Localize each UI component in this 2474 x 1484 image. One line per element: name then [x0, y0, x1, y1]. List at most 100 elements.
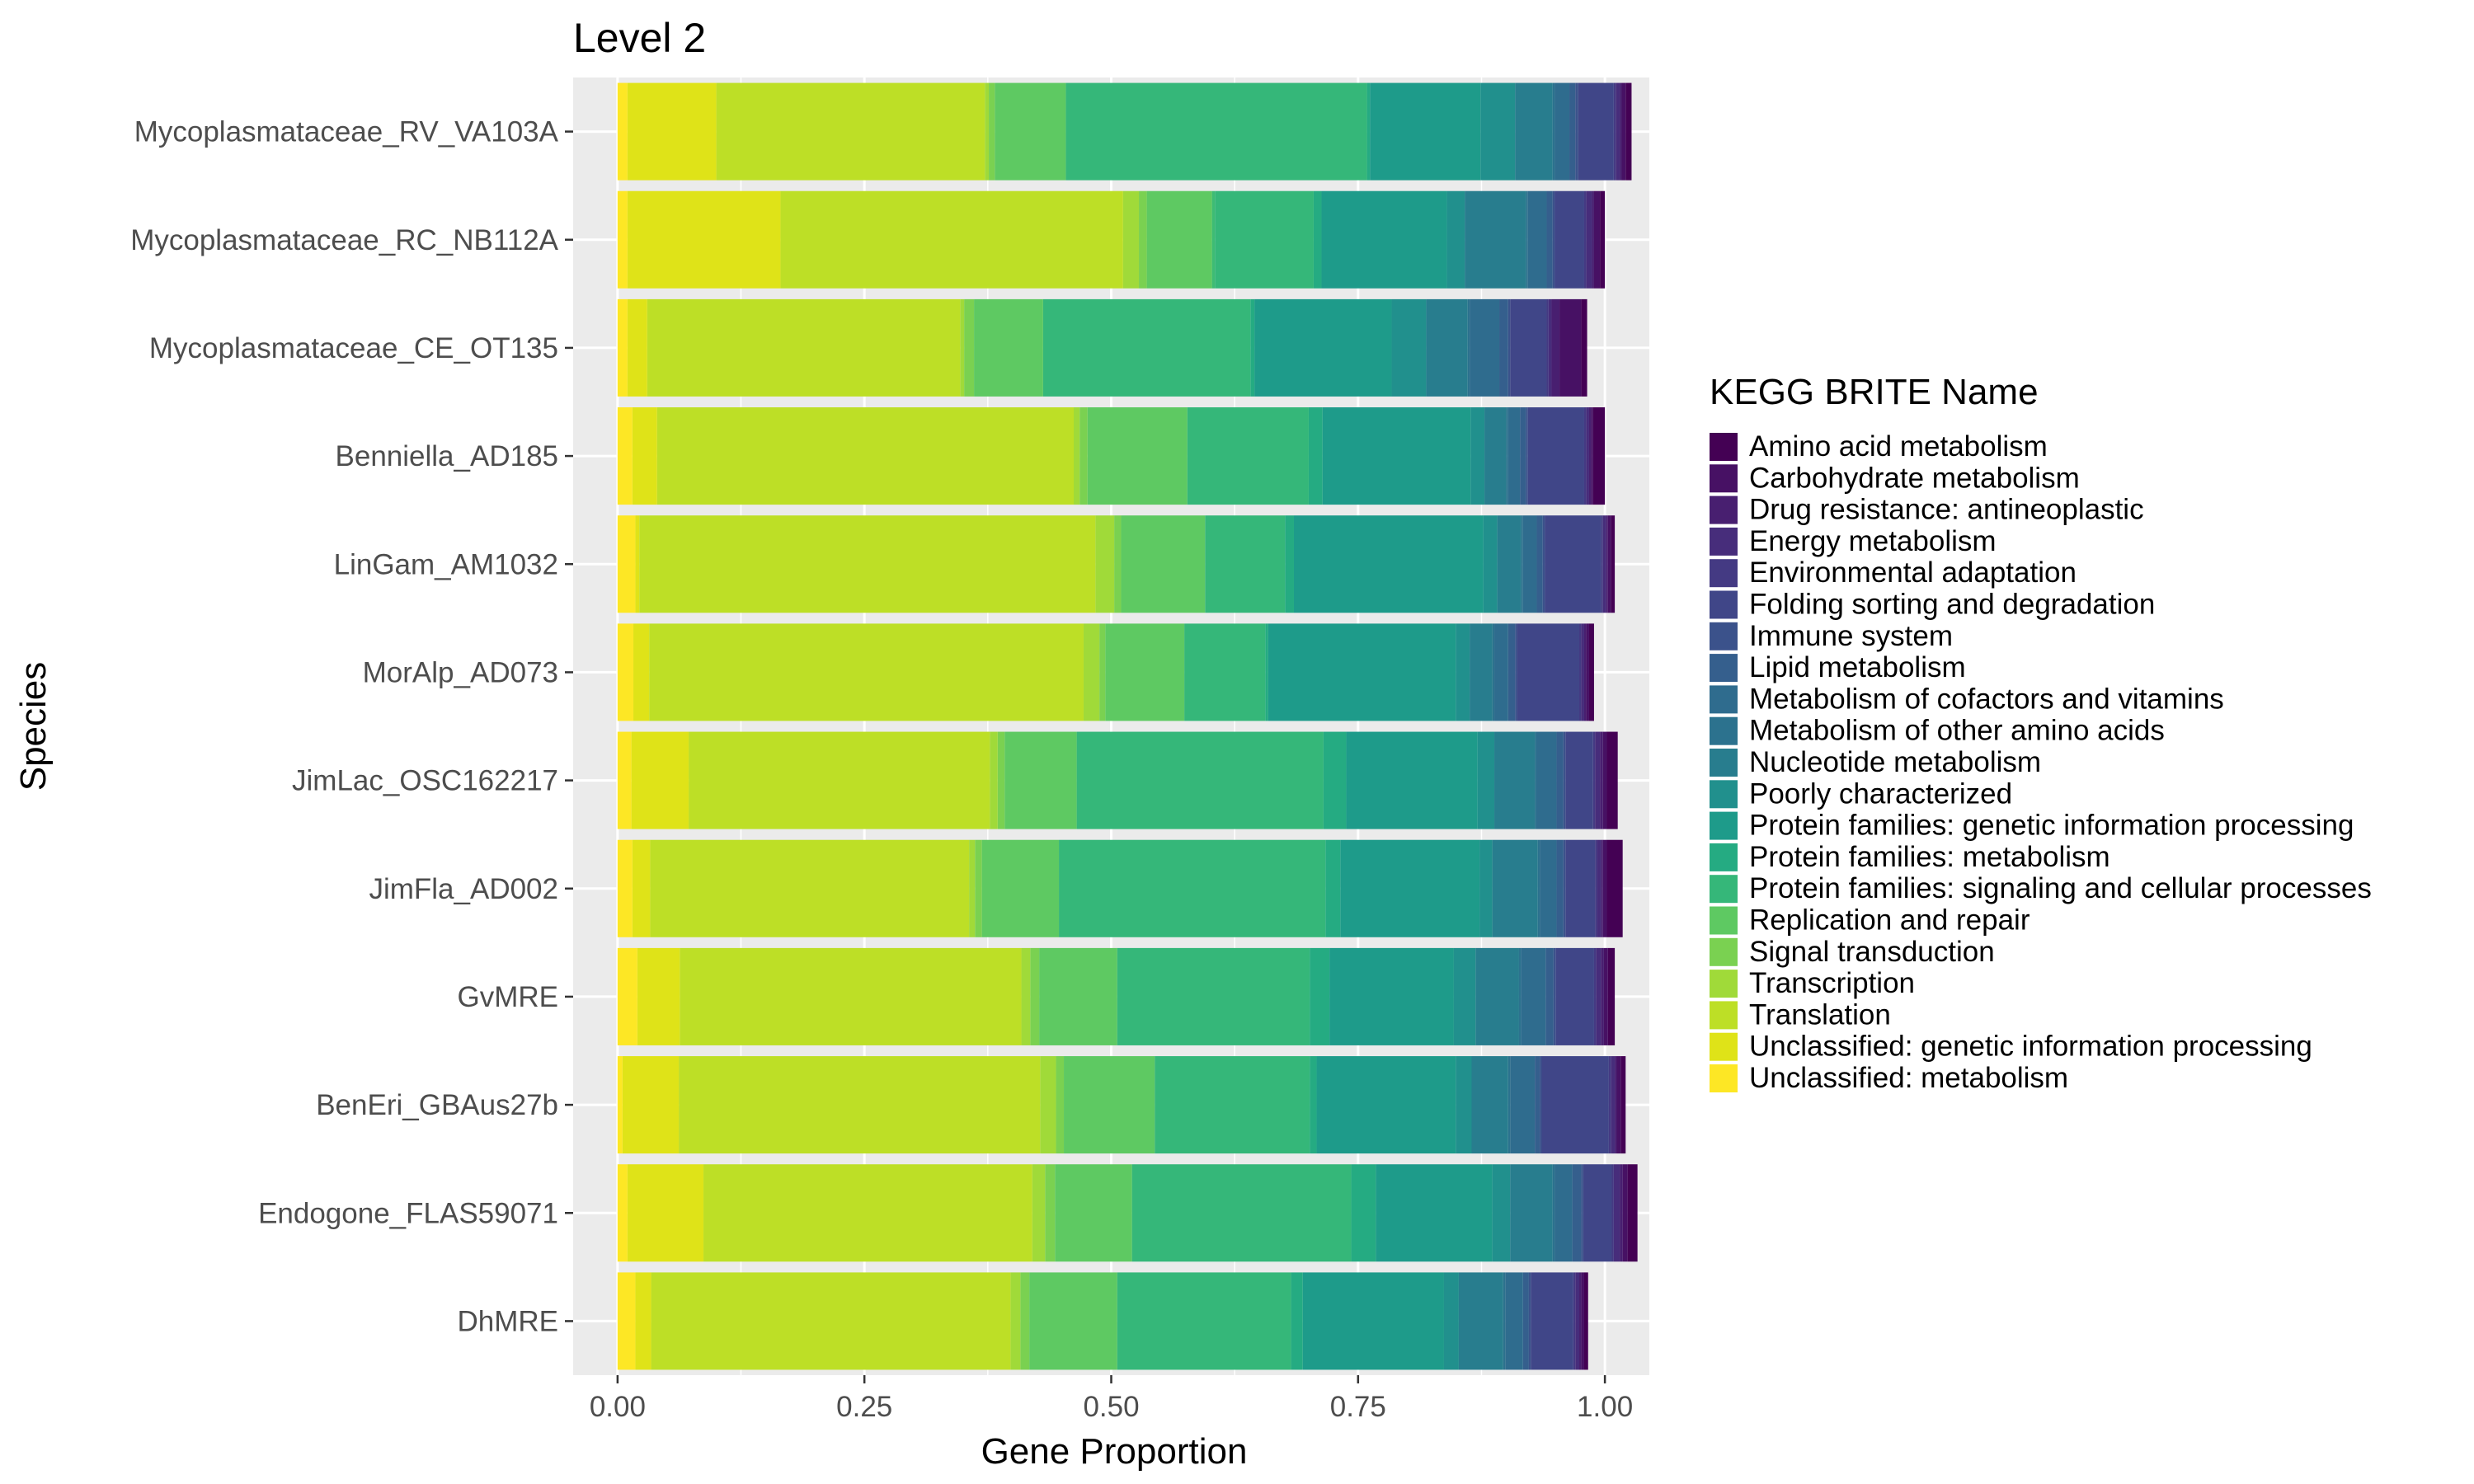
bar-segment	[1059, 839, 1326, 937]
bar-segment	[1507, 407, 1521, 505]
bar-segment	[1620, 1164, 1623, 1262]
bar-segment	[1578, 623, 1582, 721]
legend-key	[1710, 875, 1738, 904]
bar-segment	[1087, 407, 1188, 505]
bar-segment	[985, 82, 990, 181]
bar-segment	[1467, 298, 1470, 397]
bar-segment	[1613, 82, 1616, 181]
bar-segment	[1592, 407, 1606, 505]
legend-key	[1710, 780, 1738, 809]
bar-segment	[1526, 407, 1528, 505]
bar-segment	[1494, 731, 1536, 829]
bar-segment	[1265, 623, 1268, 721]
legend-label: Translation	[1749, 998, 1891, 1031]
bar-segment	[1563, 839, 1566, 937]
bar-segment	[1556, 839, 1564, 937]
bar-segment	[974, 298, 1043, 397]
y-tick-label: JimFla_AD002	[369, 873, 558, 905]
bar-segment	[1611, 515, 1616, 613]
bar-segment	[679, 1056, 1041, 1154]
legend-label: Carbohydrate metabolism	[1749, 462, 2080, 494]
bar-segment	[689, 731, 990, 829]
bar-segment	[1546, 298, 1549, 397]
bar-segment	[1555, 947, 1594, 1045]
bar-segment	[1535, 1056, 1540, 1154]
bar-segment	[632, 839, 651, 937]
bar-segment	[1321, 190, 1447, 289]
legend-label: Protein families: metabolism	[1749, 841, 2110, 873]
bar-segment	[1581, 1272, 1584, 1370]
bar-segment	[1510, 1164, 1553, 1262]
legend-key	[1710, 559, 1738, 588]
bar-segment	[1131, 1164, 1352, 1262]
bar-segment	[635, 1272, 651, 1370]
bar-segment	[1114, 515, 1122, 613]
bar-segment	[1586, 190, 1592, 289]
bar-segment	[1622, 1164, 1628, 1262]
bar-segment	[1540, 1056, 1542, 1154]
bar-segment	[1575, 82, 1578, 181]
bar-segment	[1608, 1056, 1611, 1154]
legend-key	[1710, 464, 1738, 493]
bar-segment	[1291, 1272, 1303, 1370]
legend-key	[1710, 685, 1738, 714]
bar-segment	[1329, 947, 1454, 1045]
bar-segment	[995, 82, 1066, 181]
bar-segment	[1588, 407, 1592, 505]
bar-segment	[1471, 1056, 1508, 1154]
bar-segment	[1527, 190, 1547, 289]
legend-key	[1710, 654, 1738, 683]
bar-segment	[1565, 839, 1596, 937]
bar-segment	[1475, 947, 1519, 1045]
bar-segment	[1029, 1272, 1117, 1370]
bar-segment	[1499, 298, 1508, 397]
bar-segment	[1010, 1272, 1021, 1370]
bar-segment	[1505, 1272, 1523, 1370]
bar-segment	[1316, 1056, 1456, 1154]
bar-segment	[990, 731, 998, 829]
legend-key	[1710, 749, 1738, 777]
bar-segment	[960, 298, 965, 397]
legend-label: Signal transduction	[1749, 936, 1995, 968]
legend-key	[1710, 433, 1738, 461]
bar-segment	[1065, 82, 1367, 181]
y-axis-title: Species	[13, 662, 54, 791]
bar-segment	[650, 839, 970, 937]
legend-key	[1710, 527, 1738, 556]
bar-segment	[1302, 1272, 1444, 1370]
legend-label: Lipid metabolism	[1749, 651, 1966, 683]
bar-segment	[1606, 731, 1618, 829]
bar-segment	[1578, 82, 1614, 181]
bar-segment	[1521, 947, 1546, 1045]
bar-segment	[1055, 1164, 1132, 1262]
bar-segment	[1600, 731, 1603, 829]
legend-key	[1710, 622, 1738, 650]
bar-segment	[1293, 515, 1484, 613]
x-tick-label: 0.50	[1083, 1391, 1139, 1423]
bar-segment	[627, 190, 781, 289]
bar-segment	[1563, 731, 1566, 829]
bar-segment	[1592, 731, 1596, 829]
bar-segment	[1032, 1164, 1046, 1262]
bar-segment	[975, 839, 982, 937]
bar-segment	[1020, 1272, 1030, 1370]
bar-segment	[627, 1164, 704, 1262]
bar-segment	[1045, 1164, 1056, 1262]
bar-segment	[1456, 623, 1470, 721]
bar-segment	[1453, 947, 1476, 1045]
bar-segment	[651, 1272, 1011, 1370]
bar-segment	[647, 298, 961, 397]
bar-segment	[1601, 947, 1604, 1045]
x-tick-label: 0.25	[836, 1391, 892, 1423]
legend-label: Replication and repair	[1749, 904, 2030, 937]
legend-key	[1710, 590, 1738, 619]
bar-segment	[1376, 1164, 1493, 1262]
bar-segment	[1593, 947, 1597, 1045]
bar-segment	[1456, 1056, 1472, 1154]
bar-segment	[632, 407, 657, 505]
legend-label: Metabolism of other amino acids	[1749, 715, 2165, 747]
bar-segment	[964, 298, 975, 397]
bar-segment	[1484, 407, 1507, 505]
bar-segment	[1540, 839, 1557, 937]
legend-title: KEGG BRITE Name	[1710, 372, 2039, 412]
